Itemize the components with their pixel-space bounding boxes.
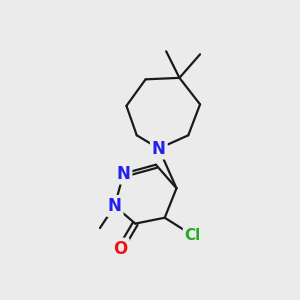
Text: Cl: Cl	[184, 228, 201, 243]
Text: O: O	[113, 240, 128, 258]
Text: N: N	[152, 140, 166, 158]
Text: N: N	[108, 197, 122, 215]
Text: N: N	[117, 165, 130, 183]
